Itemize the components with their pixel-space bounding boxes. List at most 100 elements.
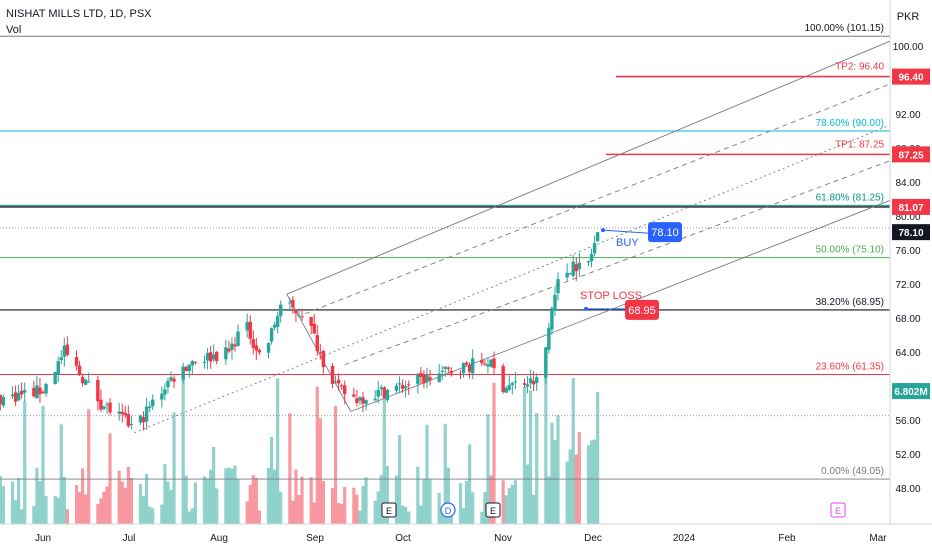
candle-body <box>577 262 582 270</box>
earnings-marker <box>485 502 501 518</box>
earnings-marker <box>830 502 846 518</box>
candle-body <box>38 387 42 395</box>
volume-bar <box>382 387 386 524</box>
price-badge-label: 87.25 <box>898 150 923 161</box>
volume-bar <box>0 475 2 524</box>
candle-body <box>166 380 170 388</box>
event-marker-label: E <box>490 506 496 516</box>
volume-bar <box>102 491 106 524</box>
volume-bar <box>532 494 536 524</box>
time-tick-label: Sep <box>306 533 324 544</box>
volume-bar <box>160 504 164 524</box>
volume-bar <box>10 481 15 524</box>
price-tick-label: 64.00 <box>895 348 920 359</box>
volume-bar <box>361 485 365 524</box>
candle-body <box>406 384 411 386</box>
candle-body <box>184 367 188 371</box>
volume-bar <box>461 508 466 524</box>
volume-bar <box>145 473 149 524</box>
candle-body <box>595 232 600 242</box>
price-axis-bg <box>890 0 932 550</box>
channel-median <box>134 107 932 434</box>
volume-bar <box>458 483 463 524</box>
volume-bar <box>245 501 249 524</box>
candle-body <box>480 360 484 364</box>
tp1-label: TP1: 87.25 <box>835 139 884 150</box>
candle-body <box>202 361 207 363</box>
volume-bar <box>397 435 402 524</box>
buy-price: 78.10 <box>651 227 679 239</box>
candle-body <box>10 394 15 397</box>
volume-legend: Vol <box>6 24 22 36</box>
candle-body <box>321 350 326 368</box>
candle-body <box>193 362 198 364</box>
volume-bar <box>513 480 517 524</box>
volume-bar <box>404 506 408 524</box>
volume-bar <box>251 475 255 524</box>
candle-body <box>489 359 493 367</box>
volume-bar <box>141 496 146 524</box>
candle-body <box>16 392 21 401</box>
candle-body <box>364 400 368 405</box>
volume-bar <box>416 466 420 524</box>
volume-bar <box>202 476 207 524</box>
volume-bar <box>492 382 496 524</box>
buy-anchor <box>601 228 605 233</box>
volume-bar <box>547 476 551 524</box>
volume-bar <box>108 433 112 524</box>
price-tick-label: 72.00 <box>895 280 920 291</box>
candle-body <box>361 397 365 404</box>
volume-bar <box>105 486 109 524</box>
volume-bar <box>333 406 338 524</box>
candle-body <box>547 327 551 350</box>
candle-body <box>592 243 597 254</box>
fib-level-label: 38.20% (68.95) <box>816 297 884 308</box>
volume-bar <box>227 467 231 524</box>
volume-bar <box>297 495 301 524</box>
volume-bar <box>32 506 36 524</box>
volume-bar <box>321 481 325 524</box>
channel-upper <box>286 22 932 295</box>
fib-level-label: 78.60% (90.00) <box>816 118 884 129</box>
pitchfork-channel <box>134 22 932 434</box>
volume-bar <box>77 491 82 524</box>
candle-body <box>19 390 24 395</box>
volume-bar <box>193 482 197 524</box>
candle-body <box>352 394 356 397</box>
volume-bar <box>419 505 423 524</box>
volume-bar <box>23 401 27 524</box>
candle-body <box>74 357 79 366</box>
candle-body <box>169 377 173 381</box>
volume-bar <box>437 492 441 524</box>
volume-bar <box>501 480 505 524</box>
candle-body <box>65 344 70 355</box>
volume-bar <box>489 475 493 524</box>
time-tick-label: Dec <box>584 533 602 544</box>
candle-body <box>440 370 444 372</box>
candle-body <box>492 358 496 369</box>
volume-bar <box>352 487 356 524</box>
volume-bar <box>425 424 429 524</box>
candle-body <box>556 279 560 294</box>
candle-body <box>464 362 469 365</box>
time-tick-label: Jul <box>123 533 136 544</box>
time-tick-label: Aug <box>210 533 228 544</box>
candle-body <box>309 316 313 326</box>
volume-bar <box>44 495 48 524</box>
volume-bar <box>87 409 91 524</box>
fib-level-label: 50.00% (75.10) <box>816 245 884 256</box>
candle-body <box>403 386 408 389</box>
candle-body <box>312 323 316 334</box>
candle-body <box>53 372 57 385</box>
candle-body <box>23 389 27 393</box>
candle-body <box>330 365 335 384</box>
candle-body <box>126 414 131 427</box>
candle-body <box>147 406 152 409</box>
candle-body <box>428 377 432 380</box>
candle-body <box>416 375 420 384</box>
time-tick-label: Oct <box>395 533 411 544</box>
buy-price-box <box>648 222 682 243</box>
volume-bar <box>544 361 548 524</box>
